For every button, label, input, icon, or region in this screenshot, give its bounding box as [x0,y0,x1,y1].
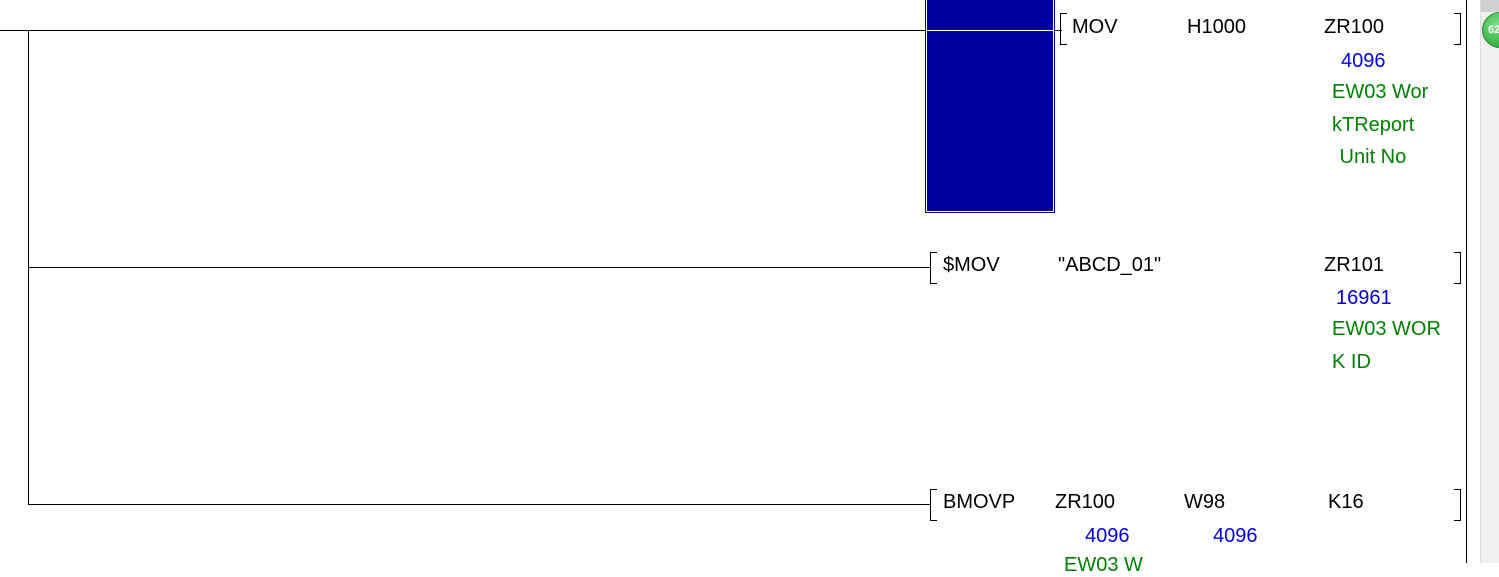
right-power-rail [1466,0,1467,563]
rung-line-1 [28,267,930,268]
operand: ZR101 [1324,254,1385,276]
device-comment: EW03 W [1064,554,1143,576]
device-comment: kTReport [1332,114,1415,136]
instruction-name: $MOV [943,254,1000,276]
device-comment: EW03 WOR [1332,318,1441,340]
device-comment: K ID [1332,351,1371,373]
rung-line-top [0,30,1062,31]
device-value: 4096 [1085,525,1130,547]
operand: H1000 [1187,16,1246,38]
rung-line-2 [28,504,930,505]
operand: W98 [1184,491,1226,513]
device-value: 16961 [1336,287,1392,309]
operand: ZR100 [1055,491,1116,513]
vertical-scrollbar[interactable] [1480,0,1499,563]
device-value: 4096 [1341,50,1386,72]
device-comment: EW03 Wor [1332,81,1429,103]
operand: K16 [1328,491,1364,513]
operand: "ABCD_01" [1058,254,1162,276]
device-comment: Unit No [1334,146,1407,168]
operand: ZR100 [1324,16,1385,38]
instruction-name: MOV [1072,16,1118,38]
badge-text: 62 [1488,24,1499,36]
device-value: 4096 [1213,525,1258,547]
instruction-name: BMOVP [943,491,1016,513]
cursor-selection[interactable] [925,0,1055,213]
cursor-divider [927,30,1053,31]
scrollbar-thumb[interactable] [1481,0,1499,12]
